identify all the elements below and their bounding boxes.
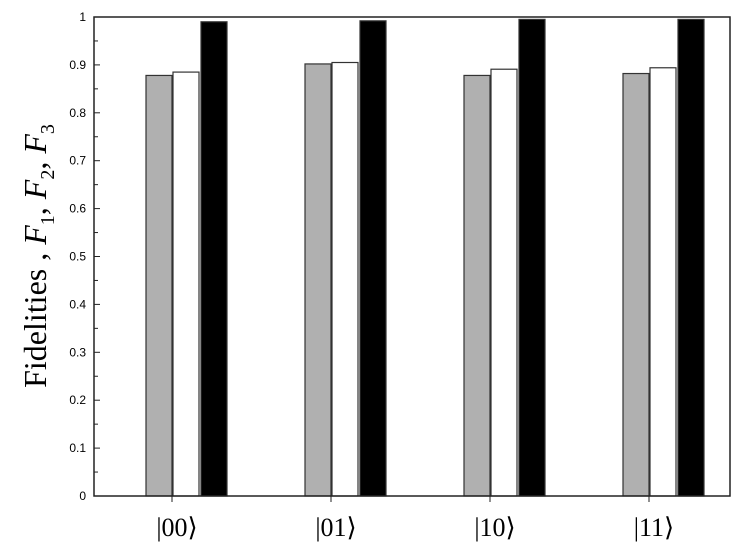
x-category-label: |11⟩ (634, 513, 674, 542)
bar-series-3 (359, 20, 387, 497)
bars (145, 18, 705, 497)
y-axis-label: Fidelities , F1, F2, F3 (17, 124, 59, 388)
bar-series-2 (331, 61, 359, 497)
x-category-label: |00⟩ (156, 513, 197, 542)
bar-series-1 (463, 74, 491, 497)
y-tick-label: 0.2 (69, 393, 86, 407)
y-tick-label: 0.8 (69, 106, 86, 120)
y-tick-label: 0.9 (69, 58, 86, 72)
bar-series-1 (145, 74, 173, 497)
y-tick-label: 0 (79, 489, 86, 503)
bar-series-3 (677, 18, 705, 497)
x-axis: |00⟩ |01⟩ |10⟩ |11⟩ (156, 496, 674, 542)
x-category-label: |01⟩ (315, 513, 356, 542)
y-tick-label: 0.3 (69, 345, 86, 359)
y-axis: 0 0.1 0.2 0.3 0.4 0.5 0.6 0.7 0.8 0.9 1 (69, 10, 100, 503)
y-tick-label: 1 (79, 10, 86, 24)
y-tick-label: 0.6 (69, 202, 86, 216)
y-tick-label: 0.4 (69, 297, 86, 311)
bar-series-1 (304, 63, 332, 497)
bar-series-2 (490, 68, 518, 497)
bar-series-2 (172, 71, 200, 497)
y-tick-label: 0.7 (69, 154, 86, 168)
bar-series-3 (200, 21, 228, 497)
bar-series-2 (649, 67, 677, 497)
bar-series-3 (518, 18, 546, 497)
bar-series-1 (622, 72, 650, 497)
y-tick-label: 0.5 (69, 250, 86, 264)
y-tick-label: 0.1 (69, 441, 86, 455)
x-category-label: |10⟩ (474, 513, 515, 542)
